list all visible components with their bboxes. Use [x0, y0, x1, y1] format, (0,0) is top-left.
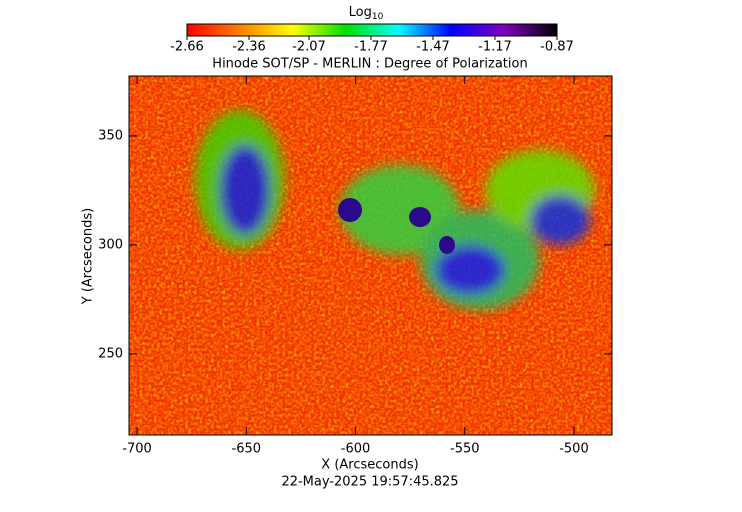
- x-tick-label: -650: [232, 442, 262, 457]
- y-tick-label: 250: [98, 346, 123, 361]
- colorbar: [186, 23, 558, 37]
- y-axis-label: Y (Arcseconds): [81, 208, 96, 305]
- colorbar-tick-label: -1.77: [354, 40, 388, 55]
- x-tick-label: -600: [341, 442, 371, 457]
- colorbar-tick-label: -2.36: [232, 40, 266, 55]
- colorbar-tick-label: -0.87: [540, 40, 574, 55]
- colorbar-tick-label: -1.17: [478, 40, 512, 55]
- chart-title: Hinode SOT/SP - MERLIN : Degree of Polar…: [212, 57, 527, 72]
- image: [129, 76, 612, 435]
- colorbar-tick-label: -1.47: [416, 40, 450, 55]
- y-tick-label: 350: [98, 128, 123, 143]
- plot-frame: [128, 75, 613, 436]
- x-tick-label: -500: [559, 442, 589, 457]
- colorbar-tick-label: -2.66: [170, 40, 204, 55]
- x-tick-label: -700: [122, 442, 152, 457]
- colorbar-label: Log10: [349, 5, 384, 22]
- y-tick-label: 300: [98, 237, 123, 252]
- x-tick-label: -550: [450, 442, 480, 457]
- x-axis-label: X (Arcseconds): [321, 458, 418, 473]
- colorbar-tick-label: -2.07: [292, 40, 326, 55]
- footer: 22-May-2025 19:57:45.825: [281, 475, 458, 490]
